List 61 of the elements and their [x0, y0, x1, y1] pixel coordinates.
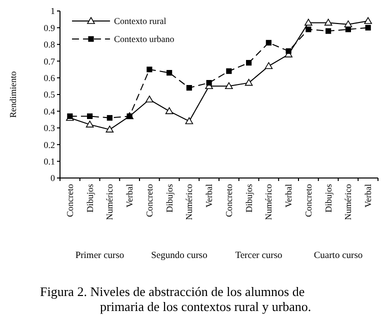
point	[324, 18, 332, 26]
text: Segundo curso	[151, 251, 208, 261]
y-tick-label: 0.6	[44, 72, 56, 83]
x-tick-label: Concreto	[64, 184, 75, 217]
point	[286, 48, 292, 54]
point	[225, 82, 233, 90]
x-tick-label: Concreto	[303, 184, 314, 217]
x-tick-label: Numérico	[104, 184, 115, 220]
x-tick-label: Verbal	[363, 184, 374, 208]
point	[304, 18, 312, 26]
point	[326, 28, 332, 34]
x-tick-label: Numérico	[264, 184, 274, 220]
point	[365, 24, 371, 30]
y-tick-label: 0.2	[44, 140, 55, 150]
point	[344, 20, 352, 28]
x-tick-label: Numérico	[343, 184, 354, 220]
y-tick-label: 0.1	[44, 156, 55, 166]
point	[266, 40, 272, 46]
x-tick-label: Dibujos	[84, 184, 95, 213]
y-tick-label: 0.7	[44, 56, 56, 66]
point	[166, 70, 172, 76]
y-tick-label: 0.4	[44, 106, 56, 116]
y-tick-label: 0.5	[44, 90, 56, 100]
point	[146, 66, 152, 72]
point	[364, 17, 372, 24]
point	[185, 117, 194, 124]
point	[106, 115, 112, 121]
point	[264, 62, 273, 70]
x-tick-label: Verbal	[204, 184, 214, 208]
y-tick-label: 0.3	[44, 123, 56, 134]
text: Primer curso	[75, 251, 124, 261]
point	[246, 60, 252, 66]
legend-label: Contexto urbano	[114, 34, 175, 44]
text: Figura 2. Niveles de abstracción de los alumnos de primaria de los contextos rural y urbano.	[40, 284, 312, 314]
point	[146, 96, 154, 102]
legend-label: Contexto rural	[114, 16, 167, 26]
y-tick-label: 0	[50, 173, 56, 184]
point	[186, 85, 192, 91]
x-tick-label: Dibujos	[164, 184, 174, 213]
text: Cuarto curso	[314, 251, 363, 261]
point	[106, 126, 114, 132]
point	[206, 80, 212, 86]
point	[87, 113, 93, 120]
point	[345, 26, 351, 32]
x-tick-label: Concreto	[144, 184, 154, 217]
point	[86, 120, 94, 128]
x-tick-label: Dibujos	[244, 184, 254, 213]
x-tick-label: Verbal	[284, 184, 294, 208]
point	[226, 68, 232, 74]
y-tick-label: 0.9	[44, 22, 56, 33]
x-tick-label: Verbal	[124, 184, 135, 208]
point	[244, 78, 253, 86]
point	[165, 107, 174, 114]
point	[306, 26, 312, 32]
y-tick-label: 0.8	[44, 40, 56, 50]
x-tick-label: Dibujos	[323, 184, 334, 213]
y-tick-label: 1	[50, 6, 55, 16]
x-tick-label: Numérico	[184, 184, 194, 220]
y-axis-title: Rendimiento	[8, 70, 18, 118]
x-tick-label: Concreto	[224, 184, 234, 217]
text: Tercer curso	[235, 251, 283, 261]
